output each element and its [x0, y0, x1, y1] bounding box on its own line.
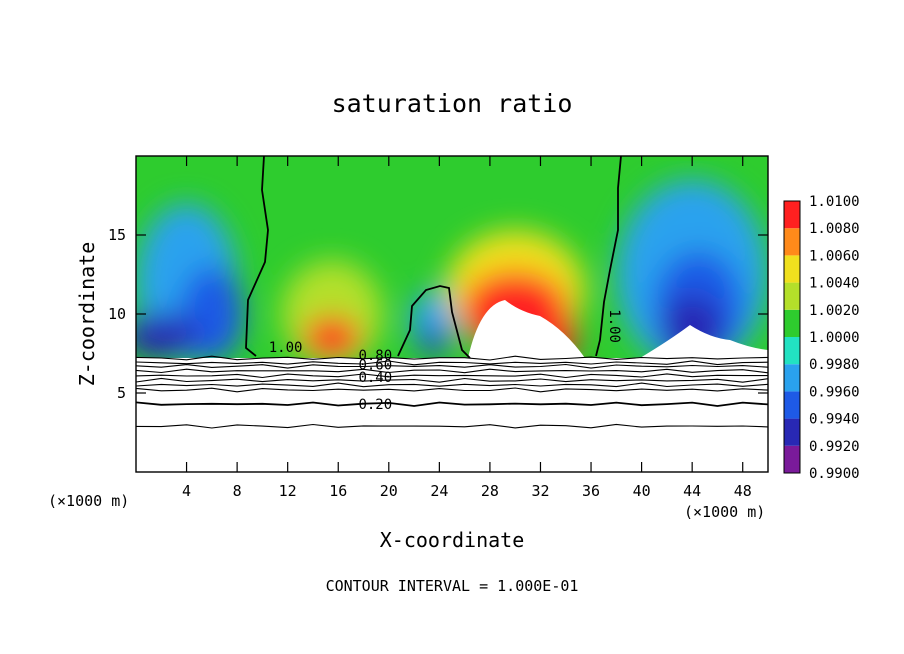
- colorbar-swatch: [784, 228, 800, 256]
- colorbar-label: 1.0020: [809, 303, 860, 319]
- contour-label: 0.40: [358, 370, 392, 386]
- contour-line: [136, 377, 768, 383]
- x-unit-left: (×1000 m): [48, 492, 129, 510]
- contour-line: [136, 355, 768, 361]
- contour-labels: 1.00 1.00 0.800.600.40 0.20: [269, 309, 622, 413]
- contour-line: [136, 363, 768, 369]
- x-axis-label: X-coordinate: [380, 528, 525, 552]
- x-unit-right: (×1000 m): [684, 503, 765, 521]
- x-tick-label: 28: [481, 482, 499, 500]
- contour-1.00-left: [245, 156, 269, 357]
- x-tick-label: 20: [380, 482, 398, 500]
- y-tick-label: 15: [108, 226, 126, 244]
- y-tick-label: 10: [108, 305, 126, 323]
- colorbar-label: 1.0000: [809, 330, 860, 346]
- contour-1.00-middle: [397, 285, 471, 359]
- contour-line: [136, 401, 768, 407]
- colorbar-label: 1.0100: [809, 194, 860, 210]
- colorbar-label: 1.0040: [809, 276, 860, 292]
- y-axis-label: Z-coordinate: [75, 242, 99, 387]
- y-axis: 5 10 15: [108, 226, 768, 402]
- x-tick-label: 40: [633, 482, 651, 500]
- colorbar-swatch: [784, 255, 800, 283]
- colorbar-label: 0.9960: [809, 384, 860, 400]
- colorbar-label: 0.9920: [809, 439, 860, 455]
- colorbar-swatch: [784, 201, 800, 229]
- colorbar-label: 1.0080: [809, 221, 860, 237]
- colorbar-swatch: [784, 337, 800, 365]
- colorbar-label: 0.9900: [809, 466, 860, 482]
- colorbar-label: 1.0060: [809, 248, 860, 264]
- contour-interval-note: CONTOUR INTERVAL = 1.000E-01: [326, 577, 579, 595]
- contour-label: 1.00: [606, 309, 622, 343]
- x-tick-label: 48: [734, 482, 752, 500]
- contour-line: [136, 423, 768, 429]
- x-tick-label: 4: [182, 482, 191, 500]
- terrain-white-mask: [468, 300, 768, 358]
- colorbar-label: 0.9980: [809, 357, 860, 373]
- colorbar-label: 0.9940: [809, 412, 860, 428]
- contour-line: [136, 387, 768, 393]
- colorbar-swatch: [784, 309, 800, 337]
- field-patch: [304, 317, 360, 359]
- colorbar-swatch: [784, 445, 800, 473]
- contour-line: [136, 373, 768, 379]
- colorbar: 0.9900 0.9920 0.9940 0.9960 0.9980 1.0000 1.00…: [783, 194, 860, 482]
- contour-line: [136, 382, 768, 388]
- contour-line: [136, 360, 768, 366]
- chart-title: saturation ratio: [332, 89, 573, 118]
- colorbar-swatch: [784, 282, 800, 310]
- x-tick-label: 24: [430, 482, 448, 500]
- plot-area: [136, 156, 768, 472]
- x-tick-label: 16: [329, 482, 347, 500]
- colorbar-frame: [783, 200, 801, 474]
- contour-line: [136, 368, 768, 374]
- contour-label: 1.00: [269, 340, 303, 356]
- x-axis: 4 8 12 16 20 24 28 32 36 40 44 48: [182, 156, 752, 500]
- field-patch: [420, 328, 446, 357]
- y-tick-label: 5: [117, 384, 126, 402]
- x-tick-label: 12: [279, 482, 297, 500]
- x-tick-label: 8: [233, 482, 242, 500]
- colorbar-swatch: [784, 418, 800, 446]
- contour-lines: [136, 355, 768, 429]
- x-tick-label: 44: [683, 482, 701, 500]
- contour-1.00-right: [595, 156, 622, 357]
- colorbar-swatch: [784, 364, 800, 392]
- contour-label: 0.80: [358, 348, 392, 364]
- field-patch: [136, 314, 200, 359]
- x-tick-label: 36: [582, 482, 600, 500]
- contour-label: 0.20: [358, 397, 392, 413]
- x-tick-label: 32: [531, 482, 549, 500]
- contour-label: 0.60: [358, 357, 392, 373]
- colorbar-swatch: [784, 391, 800, 419]
